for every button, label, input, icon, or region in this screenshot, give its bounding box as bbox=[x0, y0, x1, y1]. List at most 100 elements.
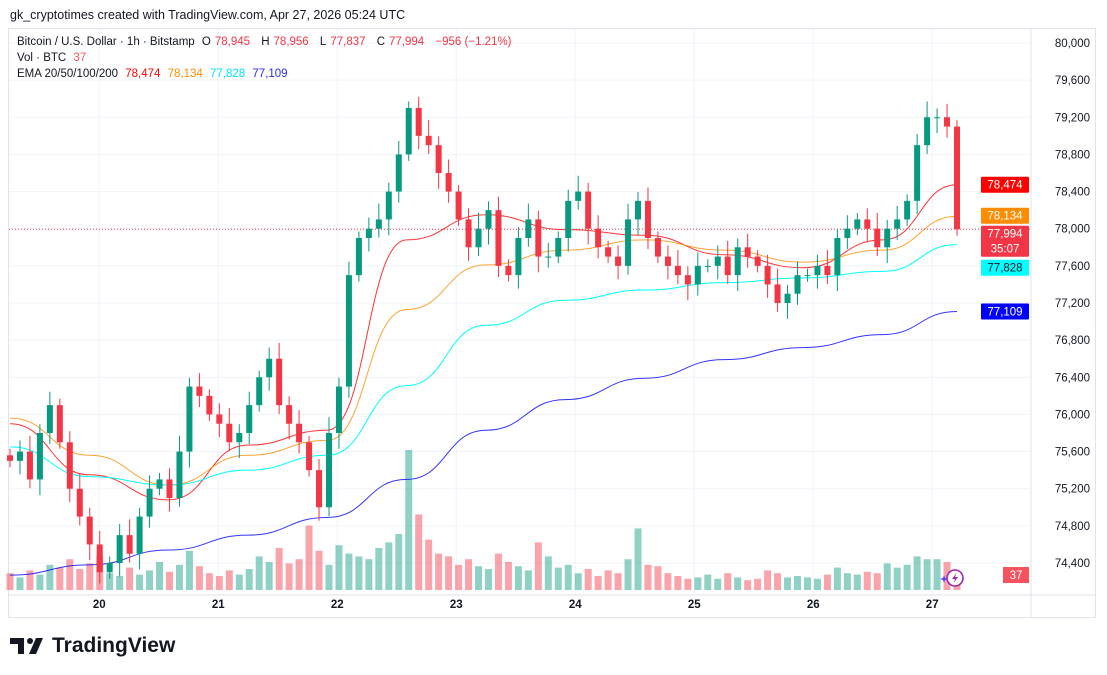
volume-bar bbox=[813, 578, 821, 590]
ema50-value: 78,134 bbox=[167, 68, 203, 80]
price-badges: 78,474 78,134 77,994 35:07 77,828 77,109 37 bbox=[981, 176, 1029, 583]
ema200-value: 77,109 bbox=[252, 68, 288, 80]
volume-bar bbox=[205, 573, 213, 590]
candle-body bbox=[16, 451, 23, 461]
axes: 80,000 79,600 79,200 78,800 78,400 78,000 77,6… bbox=[93, 38, 1090, 611]
candle-body bbox=[465, 219, 472, 248]
volume-bar bbox=[544, 556, 552, 590]
x-tick-label: 26 bbox=[807, 599, 820, 611]
candles bbox=[7, 96, 960, 584]
volume-bar bbox=[853, 574, 861, 590]
candle-body bbox=[914, 145, 921, 201]
candle-body bbox=[475, 228, 482, 248]
y-tick-label: 78,400 bbox=[1055, 187, 1090, 199]
candle-body bbox=[365, 228, 372, 238]
candle-body bbox=[694, 265, 701, 285]
ema-line-ema20 bbox=[9, 184, 958, 501]
candle-body bbox=[595, 228, 602, 248]
candle-body bbox=[355, 238, 362, 276]
candle-body bbox=[335, 386, 342, 433]
volume-bar bbox=[225, 570, 233, 590]
volume-bar bbox=[724, 573, 732, 590]
volume-bar bbox=[6, 573, 14, 590]
volume-bar bbox=[664, 573, 672, 590]
candle-body bbox=[664, 256, 671, 266]
candle-body bbox=[425, 135, 432, 146]
volume-bar bbox=[435, 553, 443, 590]
candle-body bbox=[276, 358, 283, 406]
y-tick-label: 76,800 bbox=[1055, 335, 1090, 347]
candle-body bbox=[704, 265, 711, 267]
volume-bar bbox=[415, 514, 423, 590]
volume-bar bbox=[116, 576, 124, 590]
candle-body bbox=[635, 200, 642, 220]
ema50-badge-text: 78,134 bbox=[987, 211, 1023, 223]
candle-body bbox=[256, 377, 263, 406]
volume-bar bbox=[16, 577, 24, 590]
candle-body bbox=[66, 442, 73, 489]
y-tick-label: 74,800 bbox=[1055, 521, 1090, 533]
volume-bar bbox=[36, 574, 44, 590]
lightning-icon[interactable] bbox=[940, 569, 964, 587]
candle-body bbox=[794, 275, 801, 294]
candle-body bbox=[485, 210, 492, 229]
volume-bars bbox=[6, 450, 961, 590]
candle-body bbox=[36, 433, 43, 480]
x-tick-label: 23 bbox=[450, 599, 463, 611]
volume-bar bbox=[923, 559, 931, 590]
candle-body bbox=[146, 488, 153, 517]
candle-body bbox=[545, 256, 552, 258]
y-tick-label: 78,800 bbox=[1055, 149, 1090, 161]
candle-body bbox=[246, 405, 253, 433]
candle-body bbox=[864, 219, 871, 229]
candle-body bbox=[575, 191, 582, 201]
y-tick-label: 77,600 bbox=[1055, 261, 1090, 273]
candle-body bbox=[7, 455, 13, 461]
volume-bar bbox=[106, 573, 114, 590]
candle-body bbox=[316, 470, 323, 508]
low-label: L bbox=[319, 36, 327, 48]
volume-bar bbox=[245, 569, 253, 590]
volume-bar bbox=[504, 562, 512, 590]
volume-bar bbox=[345, 553, 353, 590]
candle-body bbox=[375, 219, 382, 229]
ema-label[interactable]: EMA 20/50/100/200 bbox=[17, 68, 119, 80]
volume-bar bbox=[165, 571, 173, 590]
chart-credit: gk_cryptotimes created with TradingView.… bbox=[10, 8, 406, 22]
candle-body bbox=[724, 256, 731, 276]
volume-bar bbox=[684, 578, 692, 590]
candle-body bbox=[176, 451, 183, 498]
x-tick-label: 21 bbox=[212, 599, 225, 611]
tradingview-logo[interactable]: TradingView bbox=[10, 634, 175, 658]
volume-bar bbox=[46, 564, 54, 590]
volume-bar bbox=[365, 559, 373, 590]
grid bbox=[9, 29, 1095, 617]
y-tick-label: 76,400 bbox=[1055, 372, 1090, 384]
symbol-title[interactable]: Bitcoin / U.S. Dollar · 1h · Bitstamp bbox=[17, 36, 195, 48]
volume-bar bbox=[355, 556, 363, 590]
volume-bar bbox=[325, 564, 333, 590]
ema200-badge-text: 77,109 bbox=[987, 306, 1022, 318]
candle-body bbox=[136, 516, 143, 554]
volume-label[interactable]: Vol · BTC bbox=[17, 52, 67, 64]
candle-body bbox=[266, 358, 273, 378]
candle-body bbox=[525, 219, 532, 238]
y-tick-label: 77,200 bbox=[1055, 298, 1090, 310]
logo-text: TradingView bbox=[52, 634, 176, 657]
ema20-value: 78,474 bbox=[125, 68, 161, 80]
candle-body bbox=[744, 247, 751, 257]
ema-line-ema100 bbox=[9, 244, 958, 486]
volume-bar bbox=[305, 525, 313, 590]
candle-body bbox=[156, 479, 163, 489]
volume-bar bbox=[285, 563, 293, 590]
volume-bar bbox=[146, 570, 154, 590]
candle-body bbox=[415, 108, 422, 136]
candle-body bbox=[774, 284, 781, 303]
ema200-badge bbox=[981, 303, 1029, 320]
open-value: 78,945 bbox=[214, 36, 251, 48]
x-tick-label: 27 bbox=[926, 599, 939, 611]
change-value: −956 (−1.21%) bbox=[435, 36, 512, 48]
candle-body bbox=[714, 256, 721, 266]
candle-body bbox=[116, 535, 123, 563]
